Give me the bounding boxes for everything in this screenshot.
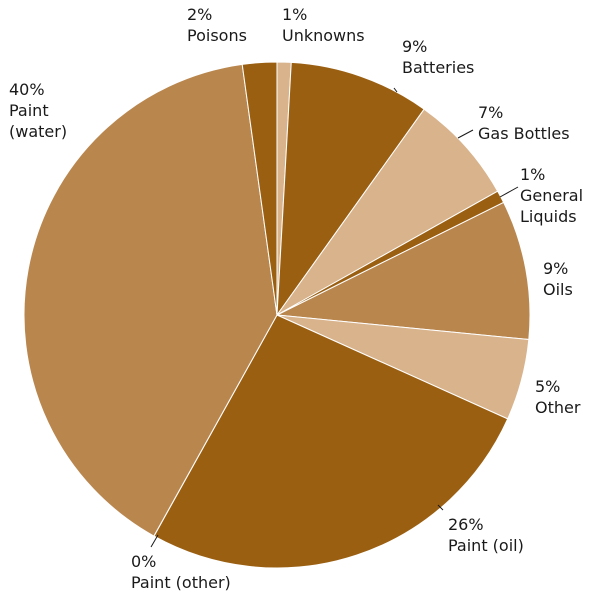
slice-label-paint-oil: 26% Paint (oil) <box>448 515 524 555</box>
slice-label-gas-bottles: 7% Gas Bottles <box>478 103 570 143</box>
slice-label-batteries: 9% Batteries <box>402 37 474 77</box>
slice-label-unknowns: 1% Unknowns <box>282 5 365 45</box>
slice-label-other: 5% Other <box>535 377 581 417</box>
slice-label-poisons: 2% Poisons <box>187 5 247 45</box>
leader-line-paint-oil <box>437 504 444 511</box>
leader-line-batteries <box>393 87 398 93</box>
leader-line-gas-bottles <box>457 129 474 139</box>
pie-slice-paint-oil <box>153 314 509 569</box>
slice-label-general-liquids: 1% General Liquids <box>520 165 583 226</box>
pie-slice-poisons <box>241 61 278 316</box>
leader-line-paint-other <box>150 534 159 548</box>
slice-label-paint-water: 40% Paint (water) <box>9 80 67 141</box>
pie-slice-oils <box>275 201 531 341</box>
slice-label-oils: 9% Oils <box>543 259 573 299</box>
pie-slice-gas-bottles <box>276 108 499 316</box>
slice-label-paint-other: 0% Paint (other) <box>131 552 231 592</box>
leader-line-general-liquids <box>499 186 519 198</box>
pie-slice-batteries <box>276 61 425 317</box>
pie-slice-paint-water <box>23 63 278 537</box>
